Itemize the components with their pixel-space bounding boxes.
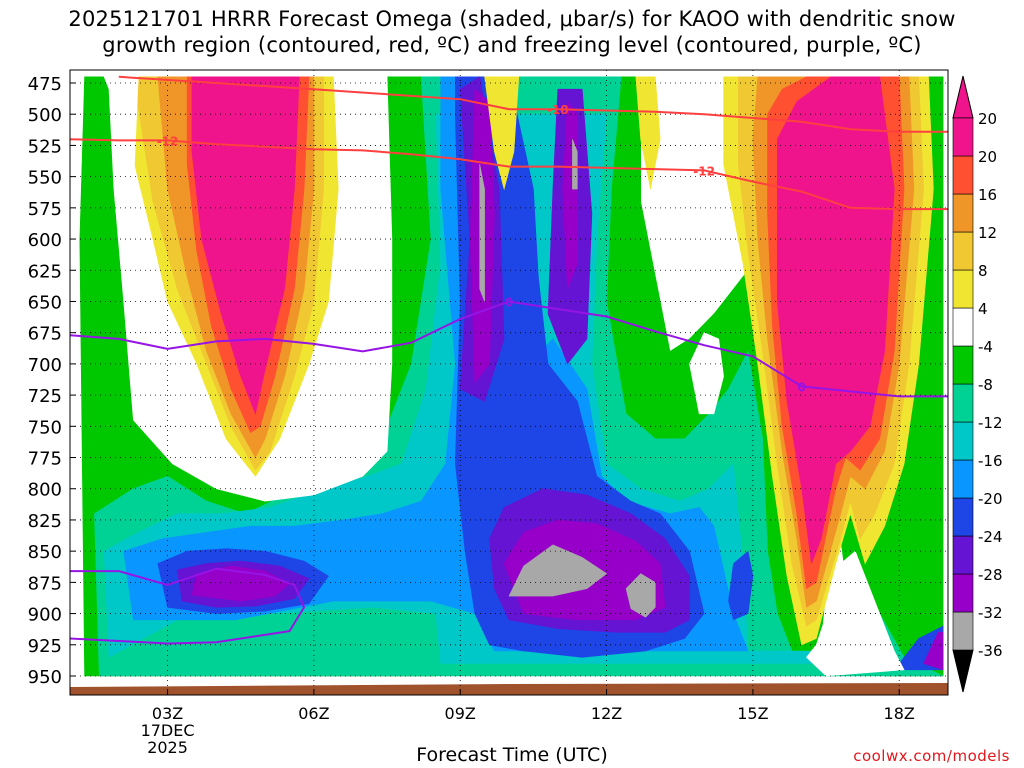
colorbar-swatch xyxy=(952,345,974,385)
x-tick-label: 15Z xyxy=(737,704,768,723)
axes: 475 500 525 550 575 600 625 650 675 700 725 750 775 8… xyxy=(28,69,949,757)
colorbar: -36 -32 -28 -24 -20 -16 -12 -8 -4 4 8 12 16 20 20 xyxy=(952,75,1003,693)
y-tick-label: 575 xyxy=(28,199,62,220)
colorbar-swatch xyxy=(952,573,974,613)
colorbar-label: -8 xyxy=(978,376,993,394)
y-tick-label: 800 xyxy=(28,480,62,501)
colorbar-swatch xyxy=(952,611,974,651)
colorbar-label: -20 xyxy=(978,490,1003,508)
omega-region-gray xyxy=(625,573,656,618)
isotherm-minus12-label: -12 xyxy=(157,134,179,148)
y-tick-label: 650 xyxy=(28,292,62,313)
colorbar-over-arrow xyxy=(952,75,974,119)
freezing-level-lower-line xyxy=(70,567,306,645)
title-line-1: 2025121701 HRRR Forecast Omega (shaded, … xyxy=(68,7,956,31)
colorbar-label: -28 xyxy=(978,566,1003,584)
colorbar-label: -24 xyxy=(978,528,1003,546)
omega-region-magenta xyxy=(191,76,300,415)
y-tick-label: 625 xyxy=(28,261,62,282)
colorbar-label: 8 xyxy=(978,262,988,280)
colorbar-swatch xyxy=(952,497,974,537)
ground-strip xyxy=(70,683,948,695)
colorbar-label: -4 xyxy=(978,338,993,356)
x-tick-label: 03Z xyxy=(152,704,183,723)
y-tick-label: 950 xyxy=(28,667,62,688)
y-tick-label: 775 xyxy=(28,449,62,470)
x-tick-label: 18Z xyxy=(884,704,915,723)
chart-title: 2025121701 HRRR Forecast Omega (shaded, … xyxy=(0,6,1024,58)
x-axis-label: Forecast Time (UTC) xyxy=(416,744,608,766)
colorbar-label: 20 xyxy=(978,148,997,166)
freezing-level-label: 0 xyxy=(505,295,513,309)
y-tick-label: 525 xyxy=(28,136,62,157)
y-tick-label: 550 xyxy=(28,168,62,189)
y-tick-label: 825 xyxy=(28,511,62,532)
x-tick-label: 09Z xyxy=(445,704,476,723)
x-tick-label: 06Z xyxy=(298,704,329,723)
colorbar-label: -32 xyxy=(978,604,1003,622)
y-tick-label: 475 xyxy=(28,74,62,95)
y-tick-label: 900 xyxy=(28,605,62,626)
colorbar-label: -16 xyxy=(978,452,1003,470)
colorbar-swatch xyxy=(952,535,974,575)
plot-frame xyxy=(69,69,949,696)
temperature-contours: -18 -12 -12 0 0 xyxy=(70,75,948,645)
isotherm-minus12-label: -12 xyxy=(693,164,715,178)
colorbar-label-top: 20 xyxy=(978,110,997,128)
colorbar-label: -36 xyxy=(978,642,1003,660)
x-tick-date: 17DEC xyxy=(141,721,195,740)
isotherm-minus18-label: -18 xyxy=(547,103,569,117)
colorbar-swatch xyxy=(952,193,974,233)
isotherm-minus18-line xyxy=(118,75,948,133)
freezing-level-line xyxy=(70,300,948,398)
omega-region-neutral xyxy=(689,332,724,415)
omega-region-gray xyxy=(479,164,485,302)
title-line-2: growth region (contoured, red, ºC) and f… xyxy=(102,33,922,57)
y-tick-label: 750 xyxy=(28,417,62,438)
omega-region-yellow xyxy=(484,76,520,191)
colorbar-label: -12 xyxy=(978,414,1003,432)
omega-region-gray xyxy=(508,544,608,597)
omega-region-purple xyxy=(923,631,944,671)
colorbar-under-arrow xyxy=(952,649,974,693)
x-tick-label: 12Z xyxy=(591,704,622,723)
y-tick-label: 675 xyxy=(28,324,62,345)
omega-region-gray xyxy=(572,139,578,190)
y-tick-label: 925 xyxy=(28,636,62,657)
omega-shading xyxy=(79,76,944,677)
colorbar-swatch xyxy=(952,231,974,271)
y-tick-label: 500 xyxy=(28,105,62,126)
y-tick-label: 850 xyxy=(28,542,62,563)
y-tick-label: 600 xyxy=(28,230,62,251)
colorbar-label: 4 xyxy=(978,300,988,318)
y-tick-label: 725 xyxy=(28,386,62,407)
colorbar-swatch xyxy=(952,383,974,423)
colorbar-label: 12 xyxy=(978,224,997,242)
y-tick-label: 700 xyxy=(28,355,62,376)
omega-region-neutral xyxy=(103,76,393,502)
site-credit[interactable]: coolwx.com/models xyxy=(853,747,1010,765)
colorbar-swatch xyxy=(952,117,974,157)
omega-region-blue xyxy=(728,550,754,621)
colorbar-swatch xyxy=(952,459,974,499)
colorbar-swatch xyxy=(952,269,974,309)
omega-region-yellow xyxy=(635,76,661,190)
colorbar-swatch xyxy=(952,421,974,461)
colorbar-label: 16 xyxy=(978,186,997,204)
x-tick-year: 2025 xyxy=(147,738,188,757)
y-tick-label: 875 xyxy=(28,573,62,594)
grid-lines xyxy=(70,70,948,695)
isotherm-minus12-line xyxy=(70,138,948,211)
colorbar-swatch xyxy=(952,155,974,195)
freezing-level-label: 0 xyxy=(797,380,805,394)
colorbar-swatch xyxy=(952,307,974,347)
ground-fill xyxy=(70,683,948,695)
omega-region-magenta xyxy=(776,76,895,564)
